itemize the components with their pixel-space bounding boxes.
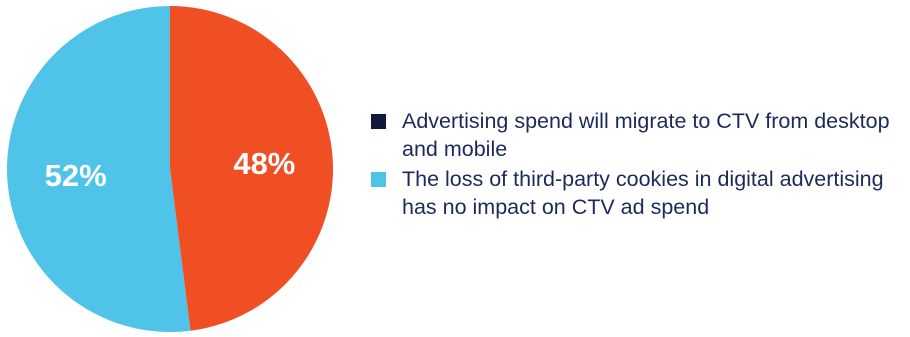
legend-label-no-impact: The loss of third-party cookies in digit… (402, 167, 884, 219)
legend: Advertising spend will migrate to CTV fr… (371, 107, 906, 223)
legend-item-no-impact: The loss of third-party cookies in digit… (371, 165, 906, 221)
data-label-no-impact: 52% (45, 158, 107, 193)
legend-swatch-no-impact (371, 172, 386, 187)
legend-swatch-migrate (371, 114, 386, 129)
pie-slice-migrate (170, 6, 334, 331)
legend-label-migrate: Advertising spend will migrate to CTV fr… (402, 109, 890, 161)
legend-item-migrate: Advertising spend will migrate to CTV fr… (371, 107, 906, 163)
pie-slice-no-impact (7, 6, 191, 332)
data-label-migrate: 48% (233, 146, 295, 181)
